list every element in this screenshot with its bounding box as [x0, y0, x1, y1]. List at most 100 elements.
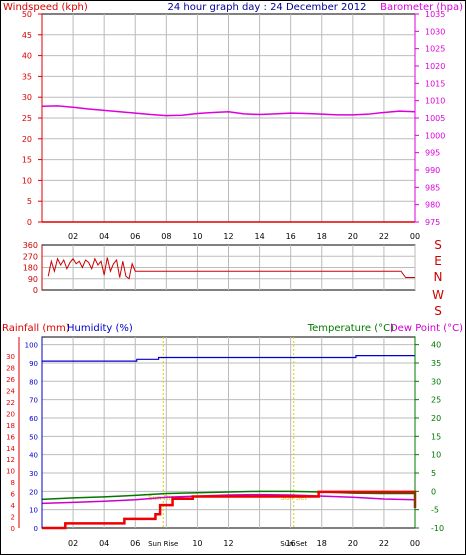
windspeed-tick-label: 35 [22, 72, 32, 81]
panel1-x-tick-label: 22 [379, 232, 389, 241]
windspeed-tick-label: 15 [22, 156, 32, 165]
sunset-tick-label: Sun Set [280, 540, 307, 548]
panel3-x-tick-label: 10 [192, 539, 202, 548]
panel1-series [41, 105, 416, 223]
barometer-tick-label: 1030 [425, 27, 445, 36]
panel1-x-tick-label: 02 [68, 232, 78, 241]
panel2-series [47, 257, 415, 280]
barometer-tick-label: 975 [425, 218, 440, 227]
dewpoint-axis-title: Dew Point (°C) [390, 323, 463, 334]
temperature-tick-label: 10 [431, 451, 441, 460]
rainfall-tick-label: 4 [11, 502, 16, 510]
humidity-tick-label: 60 [29, 415, 38, 423]
panel3-x-tick-label: 20 [348, 539, 358, 548]
compass-label-s-bottom: S [434, 304, 442, 318]
windspeed-tick-label: 0 [27, 218, 32, 227]
panel1-x-tick-label: 16 [286, 232, 296, 241]
temperature-tick-labels: -10 -5 0 5 10 15 20 25 30 35 40 [415, 341, 444, 533]
temperature-tick-label: 20 [431, 414, 441, 423]
humidity-tick-labels: 0 10 20 30 40 50 60 70 80 90 100 [25, 342, 38, 533]
direction-tick-labels: 0 90 180 270 360 [23, 241, 38, 295]
panel3-x-tick-label: 02 [68, 539, 78, 548]
panel1-x-tick-label: 18 [317, 232, 327, 241]
rainfall-tick-label: 6 [11, 491, 16, 499]
rainfall-tick-label: 2 [11, 514, 15, 522]
rainfall-tick-label: 12 [6, 456, 15, 464]
temperature-tick-label: 25 [431, 396, 441, 405]
temperature-line [41, 490, 415, 501]
humidity-tick-label: 30 [29, 470, 38, 478]
sunset-label: Sun Set [280, 494, 307, 502]
humidity-tick-label: 50 [29, 433, 38, 441]
windspeed-tick-label: 20 [22, 135, 32, 144]
barometer-tick-label: 990 [425, 166, 440, 175]
temperature-tick-label: 15 [431, 432, 441, 441]
rainfall-axis-title: Rainfall (mm) [2, 323, 70, 334]
humidity-tick-label: 40 [29, 452, 38, 460]
windspeed-tick-label: 50 [22, 10, 32, 19]
temperature-tick-label: -10 [431, 524, 444, 533]
temperature-tick-label: 5 [431, 469, 436, 478]
panel1-x-tick-label: 14 [254, 232, 264, 241]
rainfall-tick-label: 18 [6, 422, 15, 430]
rainfall-tick-label: 0 [11, 525, 15, 533]
rainfall-tick-label: 10 [6, 468, 15, 476]
panel3-x-tick-label: 22 [379, 539, 389, 548]
barometer-tick-label: 1010 [425, 97, 445, 106]
humidity-tick-label: 70 [29, 397, 38, 405]
barometer-tick-label: 1005 [425, 114, 445, 123]
barometer-tick-label: 1035 [425, 10, 445, 19]
panel3-x-tick-label: 00 [410, 539, 420, 548]
panel3-x-tick-label: 04 [99, 539, 109, 548]
windspeed-tick-label: 30 [22, 93, 32, 102]
barometer-tick-label: 985 [425, 183, 440, 192]
panel1-grid [42, 14, 416, 222]
temperature-tick-label: -5 [431, 506, 439, 515]
panel1-x-tick-label: 00 [410, 232, 420, 241]
barometer-tick-label: 995 [425, 149, 440, 158]
panel3-grid [42, 337, 416, 528]
temperature-tick-label: 0 [431, 487, 436, 496]
rainfall-tick-label: 24 [6, 387, 15, 395]
barometer-tick-labels: 975 980 985 990 995 1000 1005 1010 1015 1020 1025 1… [415, 10, 445, 227]
panel1-x-tick-label: 20 [348, 232, 358, 241]
compass-label-e: E [434, 254, 442, 268]
direction-tick-label: 270 [23, 252, 38, 261]
sunrise-tick-label: Sun Rise [148, 540, 178, 548]
direction-tick-label: 0 [33, 286, 38, 295]
direction-tick-label: 90 [28, 275, 38, 284]
barometer-tick-label: 1015 [425, 79, 445, 88]
barometer-tick-label: 1020 [425, 62, 445, 71]
panel1-x-tick-label: 12 [223, 232, 233, 241]
windspeed-tick-label: 5 [27, 197, 32, 206]
humidity-tick-label: 100 [25, 342, 38, 350]
humidity-line [42, 355, 415, 362]
humidity-axis-title: Humidity (%) [67, 323, 133, 334]
rainfall-tick-label: 28 [6, 365, 15, 373]
panel3-x-tick-label: 18 [317, 539, 327, 548]
humidity-tick-label: 0 [34, 525, 38, 533]
barometer-tick-label: 1000 [425, 131, 445, 140]
barometer-line [41, 105, 416, 117]
humidity-tick-label: 10 [29, 507, 38, 515]
rainfall-tick-label: 22 [6, 399, 15, 407]
rainfall-tick-label: 26 [6, 376, 15, 384]
panel1-x-tick-label: 08 [161, 232, 171, 241]
direction-tick-label: 360 [23, 241, 38, 250]
windspeed-tick-label: 40 [22, 52, 32, 61]
temperature-tick-label: 35 [431, 359, 441, 368]
barometer-tick-label: 980 [425, 201, 440, 210]
windspeed-axis-title: Windspeed (kph) [3, 2, 88, 13]
panel3-x-tick-label: 16 [286, 539, 296, 548]
panel3-x-tick-labels: 02 04 06 10 12 16 18 20 22 00 Sun Rise Sun Set [68, 539, 420, 548]
direction-tick-label: 180 [23, 264, 38, 273]
rainfall-tick-label: 8 [11, 479, 15, 487]
humidity-tick-label: 90 [29, 360, 38, 368]
panel1-x-tick-label: 06 [130, 232, 140, 241]
compass-label-s-top: S [434, 238, 442, 252]
windspeed-tick-label: 10 [22, 176, 32, 185]
wind-direction-line [47, 257, 415, 280]
panel1-x-tick-label: 10 [192, 232, 202, 241]
temperature-axis-title: Temperature (°C) [307, 323, 394, 334]
